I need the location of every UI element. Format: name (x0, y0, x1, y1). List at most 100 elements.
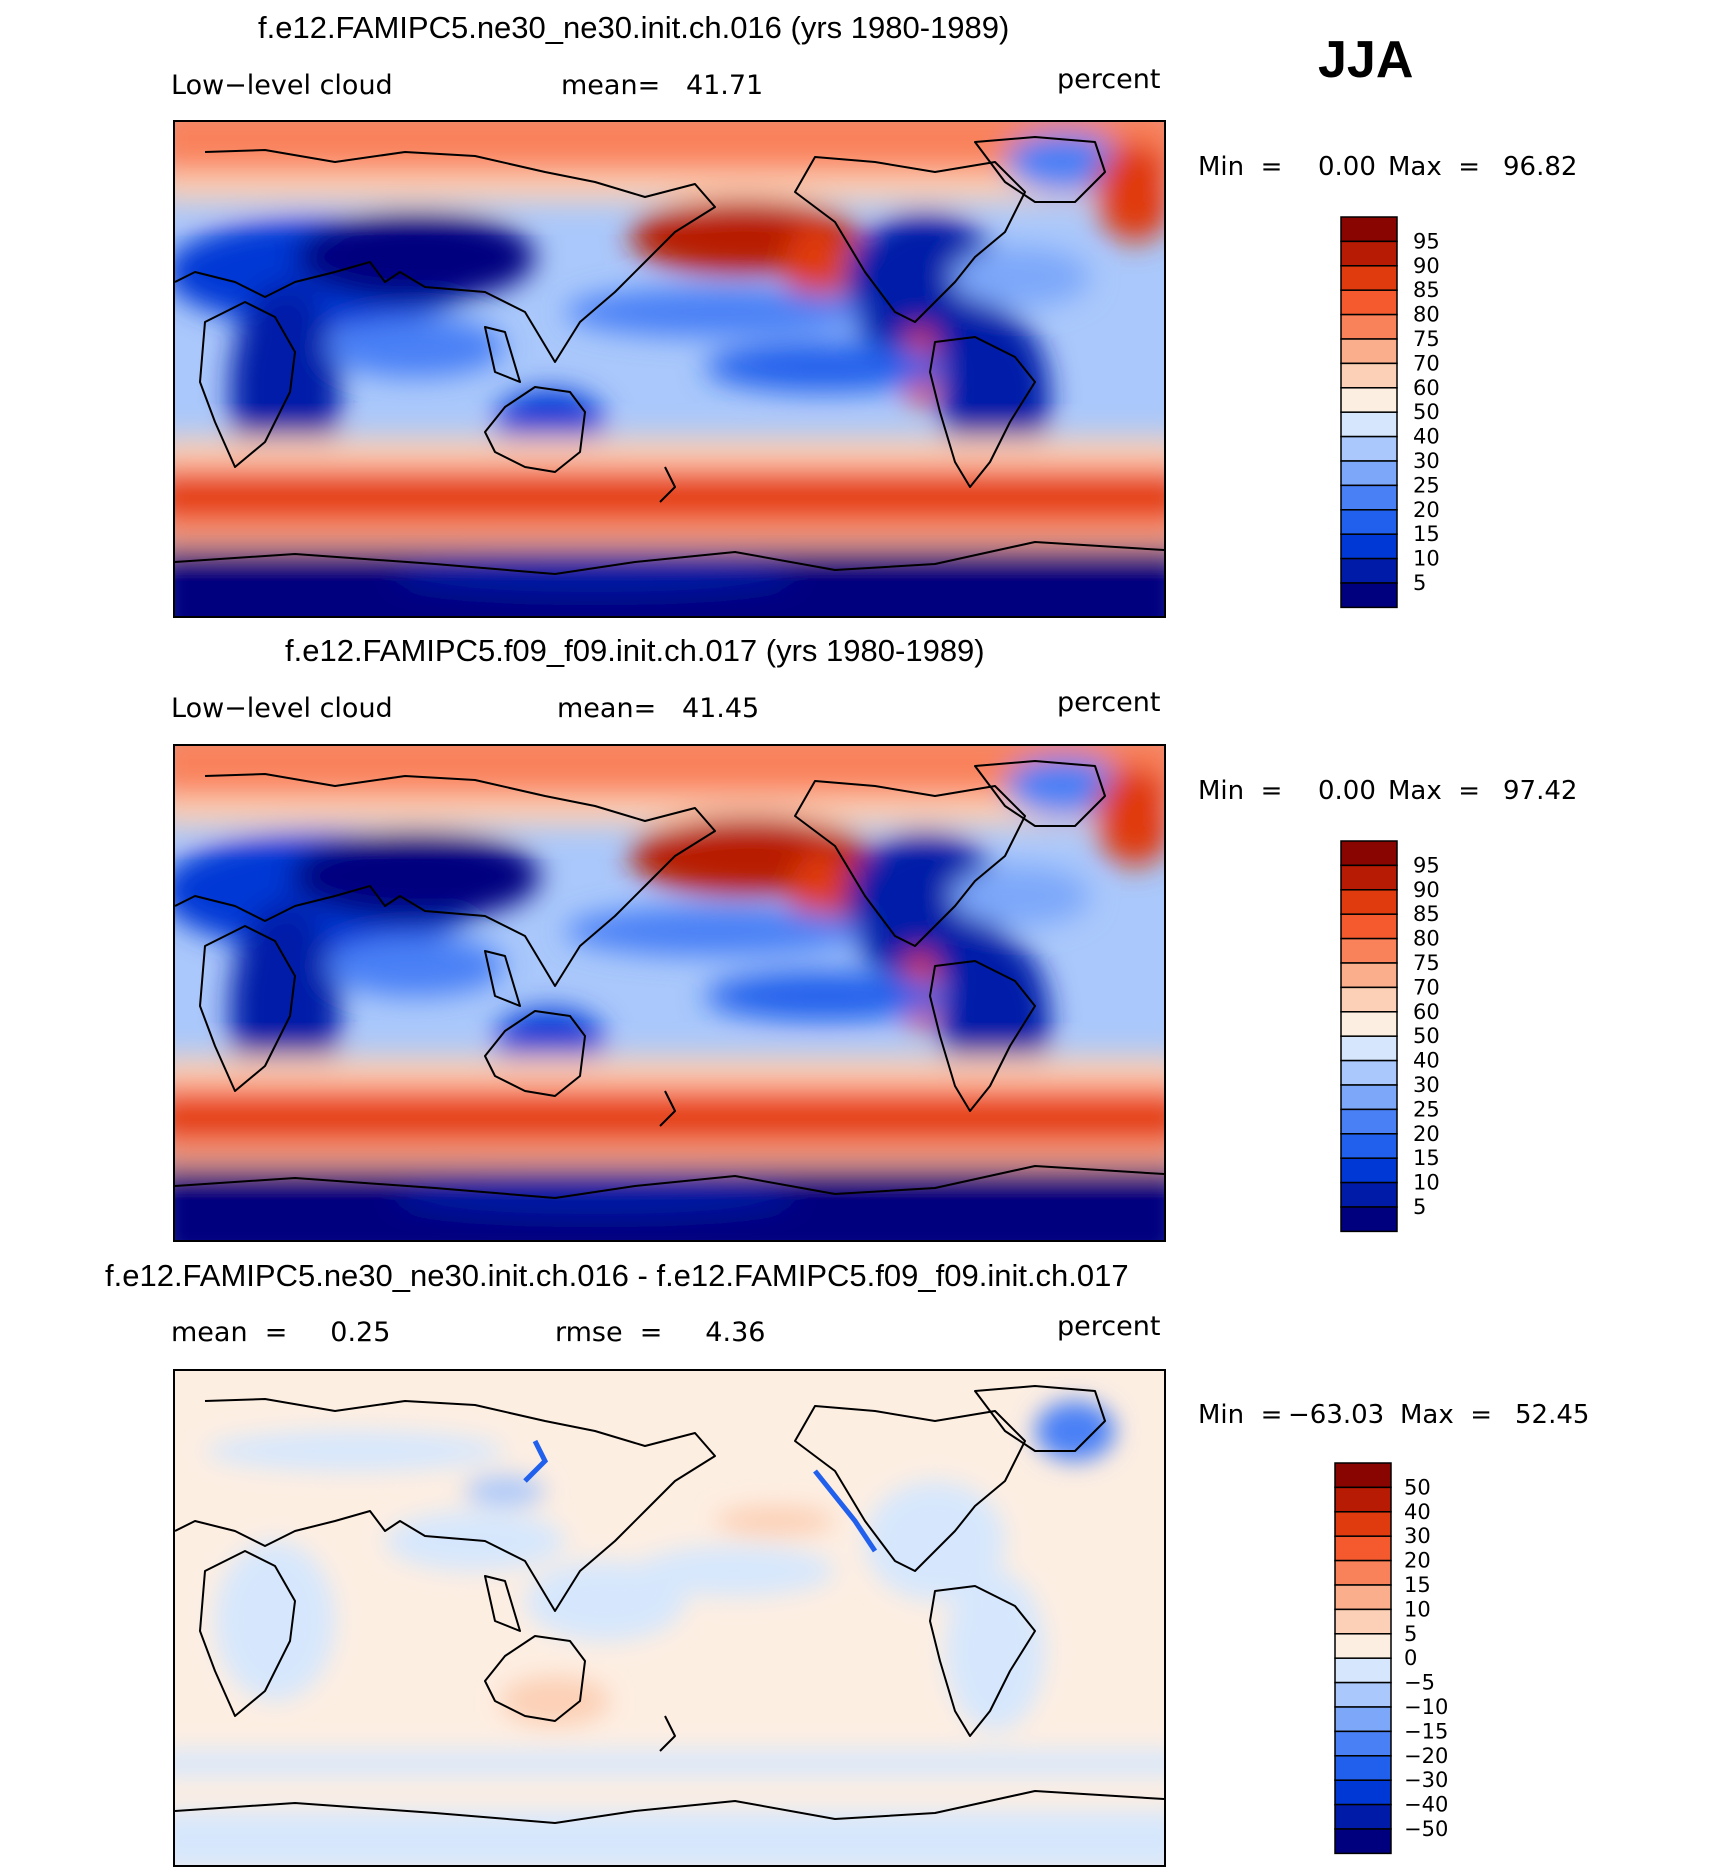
panel-1-max-label: Max = (1388, 152, 1481, 182)
panel-3-map (173, 1369, 1166, 1867)
colorbar-tick-label: 50 (1413, 1024, 1440, 1048)
colorbar-tick-label: 30 (1413, 1073, 1440, 1097)
colorbar-box (1334, 1486, 1392, 1513)
colorbar-box (1340, 840, 1398, 867)
panel-2-units: percent (1057, 687, 1161, 718)
colorbar-box (1340, 986, 1398, 1013)
colorbar-tick-label: 85 (1413, 902, 1440, 926)
colorbar-box (1340, 1011, 1398, 1037)
colorbar-tick-label: 40 (1413, 425, 1440, 449)
colorbar-tick-label: 25 (1413, 1097, 1440, 1121)
panel-1-title: f.e12.FAMIPC5.ne30_ne30.init.ch.016 (yrs… (258, 10, 1010, 45)
colorbar-box (1334, 1657, 1392, 1684)
colorbar-tick-label: 95 (1413, 853, 1440, 877)
colorbar-tick-label: −50 (1404, 1817, 1448, 1841)
colorbar-tick-label: 95 (1413, 229, 1440, 253)
colorbar-tick-label: 60 (1413, 1000, 1440, 1024)
colorbar-box (1340, 216, 1398, 243)
colorbar-tick-label: −40 (1404, 1793, 1448, 1817)
colorbar-tick-label: −20 (1404, 1744, 1448, 1768)
colorbar-box (1334, 1559, 1392, 1586)
colorbar-box (1340, 582, 1398, 609)
panel-3-map-field (175, 1371, 1164, 1865)
panel-3-min-label: Min = (1198, 1400, 1283, 1430)
colorbar-box (1334, 1511, 1392, 1537)
panel-3-title: f.e12.FAMIPC5.ne30_ne30.init.ch.016 - f.… (105, 1258, 1129, 1293)
colorbar-box (1340, 557, 1398, 584)
panel-2-map-field (175, 746, 1164, 1240)
colorbar-box (1340, 1035, 1398, 1062)
colorbar-tick-label: 80 (1413, 927, 1440, 951)
colorbar-tick-label: 10 (1404, 1597, 1431, 1621)
panel-1-map-field (175, 122, 1164, 616)
panel-2-mean: mean= 41.45 (557, 693, 760, 724)
colorbar-tick-label: 50 (1413, 400, 1440, 424)
colorbar-box (1340, 1108, 1398, 1135)
colorbar-box (1340, 509, 1398, 535)
panel-2-left-label: Low−level cloud (171, 693, 393, 724)
panel-3-max-value: 52.45 (1515, 1400, 1590, 1430)
colorbar-tick-label: 5 (1413, 571, 1426, 595)
colorbar-tick-label: 90 (1413, 254, 1440, 278)
colorbar-tick-label: 0 (1404, 1646, 1417, 1670)
colorbar-tick-label: 90 (1413, 878, 1440, 902)
panel-1-min-label: Min = (1198, 152, 1283, 182)
colorbar-tick-label: 20 (1404, 1549, 1431, 1573)
panel-2-min-label: Min = (1198, 776, 1283, 806)
colorbar-box (1334, 1779, 1392, 1806)
colorbar-box (1334, 1608, 1392, 1635)
colorbar-tick-label: 30 (1404, 1524, 1431, 1548)
colorbar-tick-label: 70 (1413, 351, 1440, 375)
colorbar-tick-label: 30 (1413, 449, 1440, 473)
colorbar-tick-label: 25 (1413, 473, 1440, 497)
colorbar-box (1334, 1462, 1392, 1489)
colorbar-box (1340, 1059, 1398, 1086)
colorbar-box (1340, 1206, 1398, 1233)
colorbar-box (1340, 1157, 1398, 1184)
colorbar-box (1340, 460, 1398, 487)
colorbar-tick-label: 15 (1413, 1146, 1440, 1170)
colorbar-box (1340, 1181, 1398, 1208)
panel-1-min-value: 0.00 (1318, 152, 1376, 182)
colorbar-box (1334, 1535, 1392, 1562)
colorbar-box (1340, 411, 1398, 438)
panel-3-units: percent (1057, 1311, 1161, 1342)
panel-2-max-value: 97.42 (1503, 776, 1578, 806)
colorbar-tick-label: 75 (1413, 327, 1440, 351)
colorbar-tick-label: 10 (1413, 1171, 1440, 1195)
colorbar-tick-label: −15 (1404, 1719, 1448, 1743)
panel-2-title: f.e12.FAMIPC5.f09_f09.init.ch.017 (yrs 1… (285, 633, 985, 668)
colorbar-tick-label: 10 (1413, 547, 1440, 571)
colorbar-box (1340, 313, 1398, 340)
colorbar-box (1340, 338, 1398, 365)
panel-1-units: percent (1057, 64, 1161, 95)
colorbar-box (1334, 1633, 1392, 1659)
colorbar-box (1340, 937, 1398, 964)
colorbar-box (1334, 1584, 1392, 1611)
colorbar-tick-label: 40 (1413, 1049, 1440, 1073)
colorbar-box (1334, 1803, 1392, 1830)
colorbar-tick-label: 5 (1404, 1622, 1417, 1646)
colorbar-tick-label: 20 (1413, 1122, 1440, 1146)
panel-3-mean: mean = 0.25 (171, 1317, 391, 1348)
colorbar-box (1340, 240, 1398, 267)
colorbar-tick-label: 70 (1413, 975, 1440, 999)
colorbar-tick-label: 80 (1413, 303, 1440, 327)
colorbar-tick-label: 60 (1413, 376, 1440, 400)
panel-2-colorbar: 95 90 85 80 75 70 60 50 40 30 25 20 15 10 5 (1340, 840, 1473, 1239)
season-label: JJA (1318, 31, 1414, 89)
colorbar-box (1340, 289, 1398, 316)
colorbar-tick-label: −5 (1404, 1671, 1435, 1695)
colorbar-box (1340, 533, 1398, 560)
colorbar-box (1334, 1706, 1392, 1733)
colorbar-tick-label: 40 (1404, 1500, 1431, 1524)
panel-2-map (173, 744, 1166, 1242)
colorbar-box (1340, 435, 1398, 462)
colorbar-tick-label: 5 (1413, 1195, 1426, 1219)
panel-1-colorbar: 95 90 85 80 75 70 60 50 40 30 25 20 15 10 5 (1340, 216, 1473, 615)
panel-2-max-label: Max = (1388, 776, 1481, 806)
colorbar-box (1340, 1133, 1398, 1159)
panel-1-left-label: Low−level cloud (171, 70, 393, 101)
colorbar-tick-label: 15 (1404, 1573, 1431, 1597)
colorbar-tick-label: 50 (1404, 1475, 1431, 1499)
